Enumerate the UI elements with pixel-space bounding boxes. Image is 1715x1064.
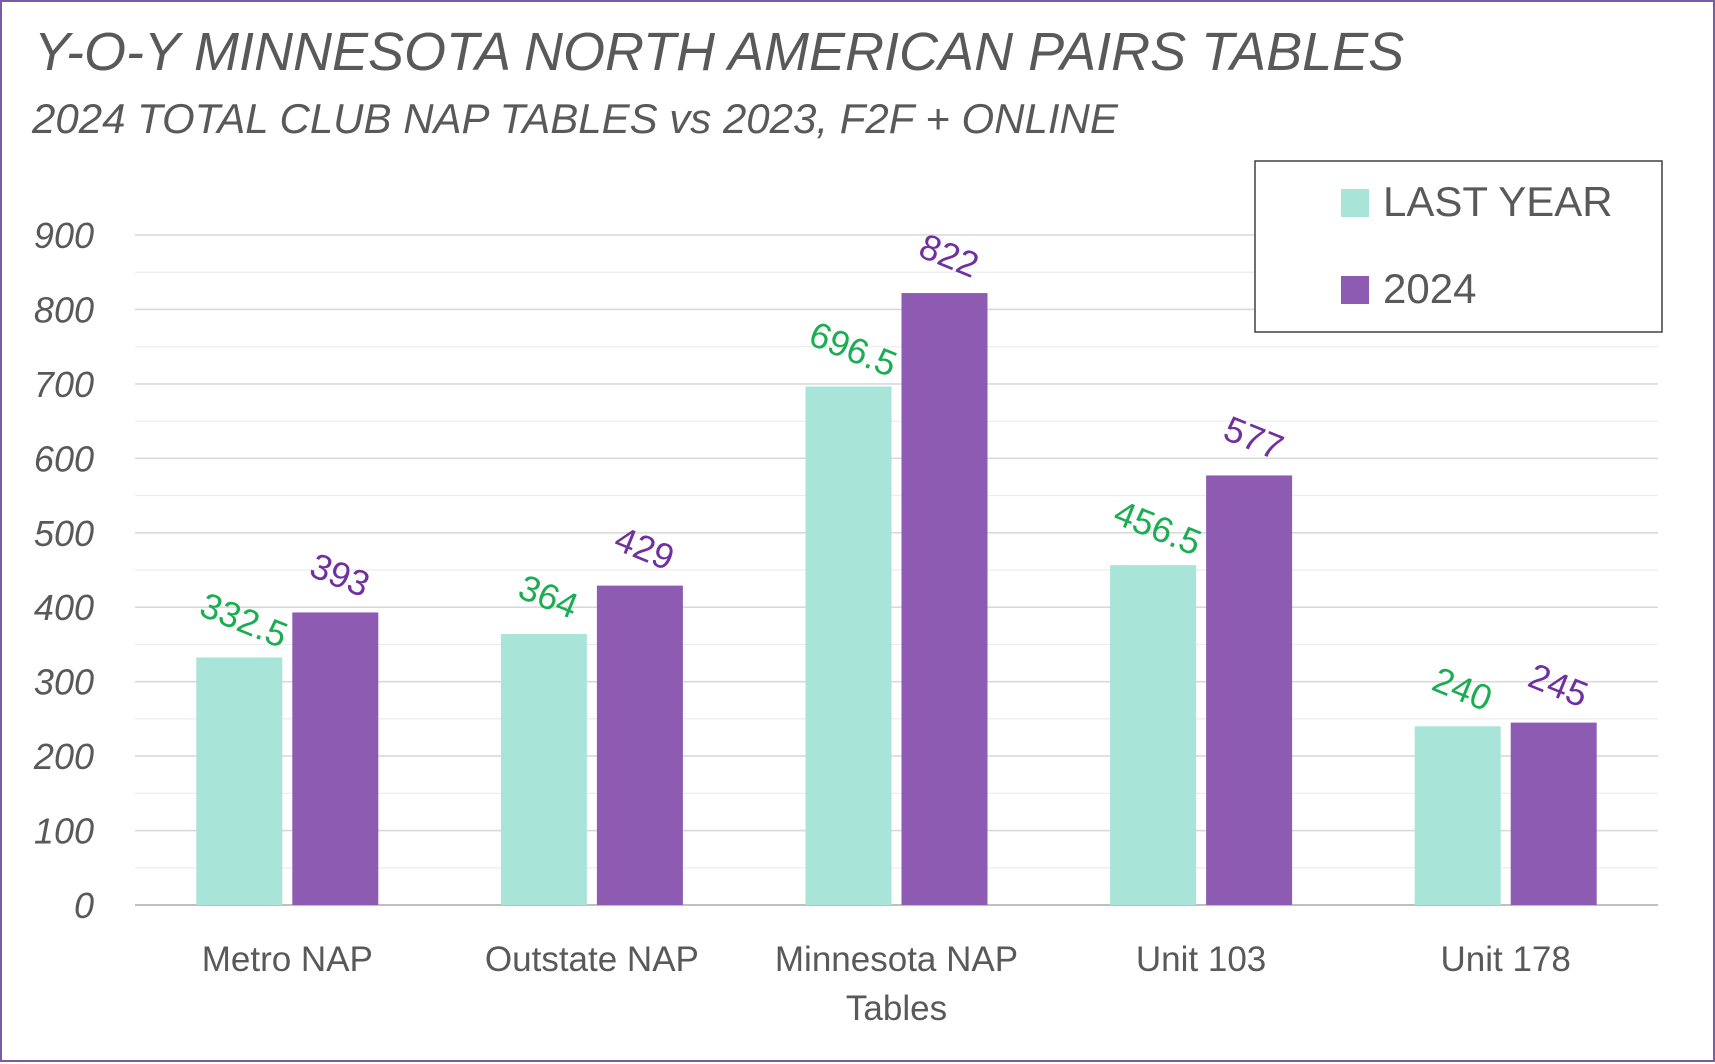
x-category-label: Outstate NAP [485, 940, 699, 979]
y-tick-label: 900 [34, 215, 94, 256]
legend: LAST YEAR 2024 [1254, 160, 1663, 333]
x-axis-categories: Metro NAP Outstate NAP Minnesota NAP Tables… [202, 940, 1571, 1028]
y-tick-label: 700 [34, 364, 94, 405]
data-label: 393 [304, 545, 375, 606]
x-category-label: Tables [846, 989, 947, 1028]
y-tick-label: 800 [34, 289, 94, 330]
data-label: 456.5 [1108, 492, 1207, 564]
legend-box [1254, 160, 1663, 333]
chart-title: Y-O-Y MINNESOTA NORTH AMERICAN PAIRS TAB… [34, 22, 1404, 82]
bar-current-year [1206, 475, 1293, 905]
y-tick-label: 100 [34, 811, 94, 852]
data-label: 240 [1427, 658, 1498, 719]
data-label: 245 [1523, 655, 1594, 716]
y-tick-label: 0 [74, 885, 94, 926]
data-label: 429 [609, 518, 680, 579]
gridlines [135, 234, 1658, 906]
x-category-label: Unit 178 [1441, 940, 1571, 979]
data-label: 696.5 [804, 313, 903, 385]
bar-current-year [292, 612, 379, 905]
chart-subtitle: 2024 TOTAL CLUB NAP TABLES vs 2023, F2F … [31, 95, 1119, 142]
bar-last-year [805, 386, 892, 905]
y-axis-ticks: 0 100 200 300 400 500 600 700 800 900 [33, 215, 94, 926]
legend-swatch-2024 [1341, 276, 1369, 304]
bar-last-year [500, 634, 587, 905]
bar-last-year [196, 657, 283, 905]
legend-label-2024: 2024 [1383, 265, 1476, 312]
legend-label-last-year: LAST YEAR [1383, 178, 1613, 225]
bar-last-year [1110, 565, 1197, 905]
y-tick-label: 200 [33, 736, 94, 777]
bar-current-year [901, 293, 988, 906]
data-label: 364 [513, 566, 584, 627]
x-category-label: Unit 103 [1136, 940, 1266, 979]
bar-last-year [1414, 726, 1501, 905]
bar-current-year [1510, 722, 1597, 905]
x-category-label: Metro NAP [202, 940, 373, 979]
x-category-label: Minnesota NAP [775, 940, 1018, 979]
y-tick-label: 600 [34, 438, 94, 479]
y-tick-label: 300 [34, 662, 94, 703]
y-tick-label: 400 [34, 587, 94, 628]
bars [196, 293, 1597, 906]
legend-swatch-last-year [1341, 189, 1369, 217]
bar-current-year [596, 585, 683, 905]
y-tick-label: 500 [34, 513, 94, 554]
